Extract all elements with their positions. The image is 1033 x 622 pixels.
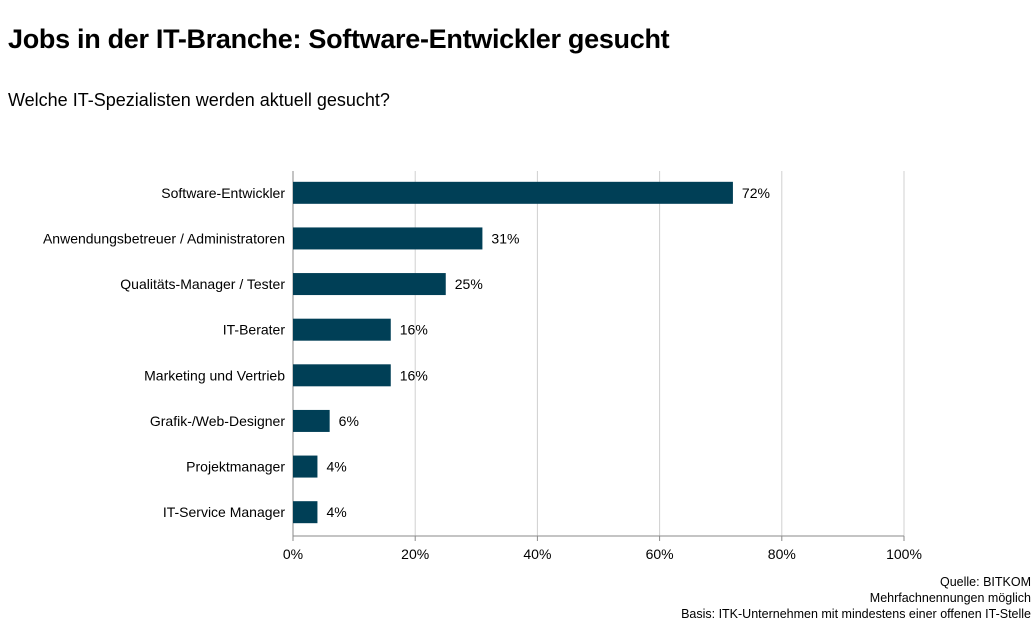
labels: 0% 20% 40% 60% 80% 100% Software-Entwickler 72%…: [43, 185, 922, 562]
basis-note: Basis: ITK-Unternehmen mit mindestens ei…: [681, 607, 1031, 621]
bars: [293, 181, 733, 524]
category-label: Software-Entwickler: [161, 185, 285, 201]
data-label: 16%: [400, 322, 428, 338]
data-label: 25%: [455, 276, 483, 292]
x-tick-label: 100%: [886, 546, 922, 562]
x-tick-label: 40%: [523, 546, 551, 562]
source-note: Quelle: BITKOM: [940, 575, 1031, 589]
chart-subtitle: Welche IT-Spezialisten werden aktuell ge…: [8, 90, 390, 110]
data-label: 4%: [326, 459, 346, 475]
category-label: Qualitäts-Manager / Tester: [120, 276, 285, 292]
category-label: Marketing und Vertrieb: [144, 367, 285, 383]
grid-lines: [292, 171, 905, 541]
bar: [293, 409, 330, 432]
multiple-answers-note: Mehrfachnennungen möglich: [869, 591, 1031, 605]
bar: [293, 455, 318, 478]
footnotes: Quelle: BITKOM Mehrfachnennungen möglich…: [681, 574, 1031, 622]
x-tick-label: 0%: [283, 546, 303, 562]
bar: [293, 227, 483, 250]
data-label: 4%: [326, 504, 346, 520]
x-tick-label: 80%: [768, 546, 796, 562]
data-label: 72%: [742, 185, 770, 201]
bar: [293, 501, 318, 524]
x-tick-label: 60%: [646, 546, 674, 562]
category-label: IT-Berater: [223, 322, 286, 338]
data-label: 31%: [491, 230, 519, 246]
category-label: Projektmanager: [186, 459, 285, 475]
bar: [293, 318, 391, 341]
bar: [293, 273, 446, 296]
category-label: Grafik-/Web-Designer: [150, 413, 285, 429]
category-label: IT-Service Manager: [163, 504, 285, 520]
data-label: 16%: [400, 367, 428, 383]
category-label: Anwendungsbetreuer / Administratoren: [43, 230, 285, 246]
x-tick-label: 20%: [401, 546, 429, 562]
bar: [293, 364, 391, 387]
chart-title: Jobs in der IT-Branche: Software-Entwick…: [8, 24, 670, 54]
bar: [293, 181, 733, 204]
data-label: 6%: [339, 413, 359, 429]
